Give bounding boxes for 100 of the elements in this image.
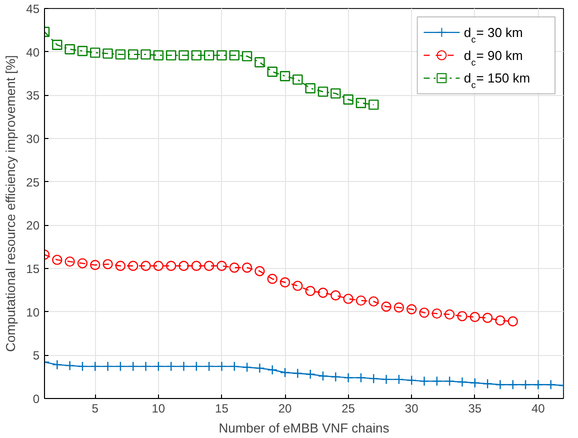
point xyxy=(64,360,75,371)
x-tick-label: 40 xyxy=(532,402,546,416)
point xyxy=(229,361,240,372)
point xyxy=(280,367,290,378)
y-tick-label: 0 xyxy=(32,392,40,406)
point xyxy=(90,48,100,58)
point xyxy=(267,66,278,77)
y-tick-label: 45 xyxy=(26,2,40,16)
point xyxy=(153,260,164,271)
point xyxy=(495,315,506,326)
x-tick-label: 20 xyxy=(278,402,292,416)
point xyxy=(343,372,354,383)
point xyxy=(64,44,75,54)
point xyxy=(356,295,366,306)
point xyxy=(267,274,278,284)
point xyxy=(115,361,126,372)
point xyxy=(242,362,252,372)
point xyxy=(229,262,240,273)
point xyxy=(419,308,430,318)
point xyxy=(356,372,366,383)
point xyxy=(318,86,328,97)
point xyxy=(191,50,202,60)
point xyxy=(267,364,278,375)
point xyxy=(204,361,214,372)
point xyxy=(508,380,518,390)
point xyxy=(178,50,189,60)
y-tick-label: 40 xyxy=(26,45,40,60)
point xyxy=(178,260,189,271)
y-tick-label: 30 xyxy=(26,132,40,146)
point xyxy=(128,361,138,372)
point xyxy=(470,378,480,388)
point xyxy=(115,260,126,271)
point xyxy=(292,74,303,85)
x-tick-label: 5 xyxy=(92,402,99,416)
point xyxy=(280,277,290,288)
point xyxy=(77,46,88,56)
point xyxy=(102,48,113,59)
point xyxy=(128,49,138,60)
point xyxy=(166,260,176,271)
point xyxy=(52,40,62,50)
x-tick-label: 10 xyxy=(152,402,166,416)
point xyxy=(242,262,252,273)
point xyxy=(204,50,214,60)
y-tick-label: 15 xyxy=(26,262,40,276)
point xyxy=(444,376,455,386)
point xyxy=(204,260,214,271)
point xyxy=(166,361,176,372)
point xyxy=(90,260,100,270)
point xyxy=(52,360,62,370)
point xyxy=(318,288,328,298)
point xyxy=(330,372,341,382)
point xyxy=(166,50,176,60)
point xyxy=(381,374,392,385)
point xyxy=(495,380,506,390)
point xyxy=(330,290,341,300)
y-tick-label: 10 xyxy=(26,305,40,320)
point xyxy=(64,256,75,267)
point xyxy=(406,375,417,386)
y-tick-label: 5 xyxy=(32,348,40,363)
point xyxy=(368,100,379,110)
point xyxy=(254,57,265,68)
point xyxy=(368,373,379,384)
point xyxy=(444,309,455,320)
point xyxy=(77,258,88,268)
point xyxy=(482,312,493,323)
point xyxy=(254,266,265,276)
point xyxy=(242,51,252,62)
point xyxy=(381,302,392,312)
x-tick-label: 35 xyxy=(468,402,482,416)
point xyxy=(368,296,379,307)
point xyxy=(457,311,468,322)
point xyxy=(140,260,151,271)
point xyxy=(305,369,316,380)
point xyxy=(520,380,531,390)
y-axis-title: Computational resource efficiency improvement [%] xyxy=(3,55,18,352)
point xyxy=(356,98,366,108)
point xyxy=(128,260,138,271)
point xyxy=(394,302,404,313)
point xyxy=(292,368,303,378)
point xyxy=(90,361,100,372)
point xyxy=(102,361,113,372)
point xyxy=(419,376,430,386)
y-tick-label: 20 xyxy=(26,218,40,233)
point xyxy=(216,361,227,372)
point xyxy=(140,361,151,372)
point xyxy=(153,50,164,60)
point xyxy=(305,286,316,296)
x-tick-label: 15 xyxy=(215,402,229,416)
point xyxy=(77,361,88,372)
x-axis-title: Number of eMBB VNF chains xyxy=(218,420,390,436)
x-tick-label: 25 xyxy=(342,402,356,416)
point xyxy=(330,88,341,99)
point xyxy=(546,380,556,390)
point xyxy=(394,374,404,385)
point xyxy=(191,361,202,372)
point xyxy=(191,260,202,271)
point xyxy=(406,304,417,314)
point xyxy=(343,94,354,105)
point xyxy=(178,361,189,372)
point xyxy=(115,49,126,60)
